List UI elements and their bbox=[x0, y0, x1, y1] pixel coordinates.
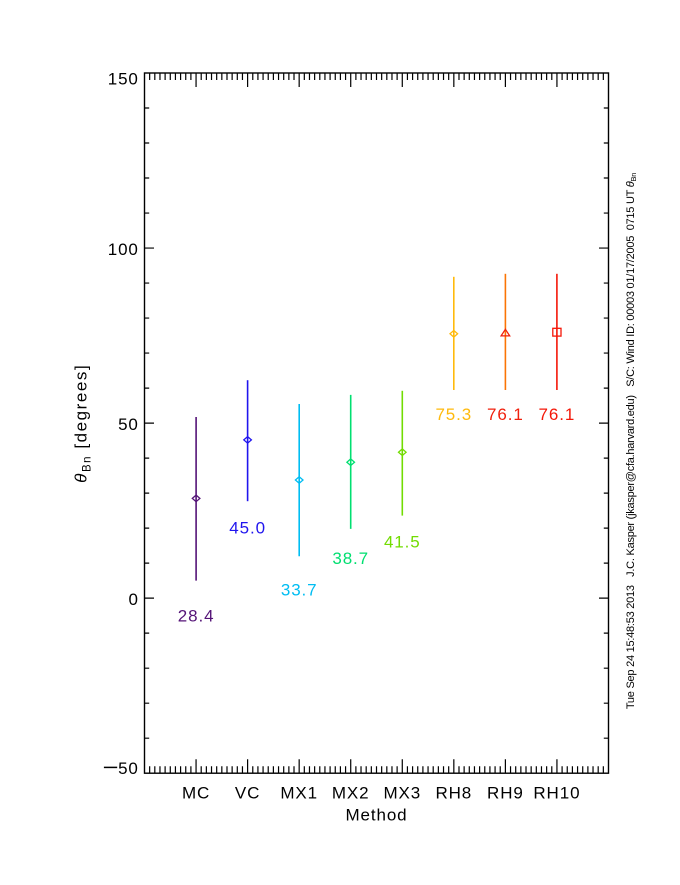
svg-text:MX2: MX2 bbox=[332, 784, 370, 803]
svg-text:45.0: 45.0 bbox=[229, 518, 266, 537]
svg-text:150: 150 bbox=[108, 69, 139, 88]
svg-text:41.5: 41.5 bbox=[384, 533, 421, 552]
svg-text:θBn [degrees]: θBn [degrees] bbox=[72, 364, 94, 483]
svg-text:76.1: 76.1 bbox=[539, 405, 576, 424]
svg-text:RH10: RH10 bbox=[533, 784, 580, 803]
svg-text:28.4: 28.4 bbox=[178, 607, 215, 626]
svg-text:38.7: 38.7 bbox=[332, 549, 369, 568]
svg-text:Method: Method bbox=[345, 806, 407, 825]
svg-text:VC: VC bbox=[235, 784, 260, 803]
svg-text:50: 50 bbox=[118, 759, 139, 778]
svg-text:Tue Sep 24 15:48:53 2013 J.C: Tue Sep 24 15:48:53 2013 J.C. Kasper (jk… bbox=[625, 173, 638, 709]
svg-text:75.3: 75.3 bbox=[435, 405, 472, 424]
svg-text:0: 0 bbox=[128, 590, 138, 609]
svg-text:RH9: RH9 bbox=[487, 784, 524, 803]
svg-text:MC: MC bbox=[182, 784, 210, 803]
svg-text:MX1: MX1 bbox=[280, 784, 318, 803]
svg-text:50: 50 bbox=[118, 415, 139, 434]
svg-text:MX3: MX3 bbox=[383, 784, 421, 803]
svg-text:33.7: 33.7 bbox=[281, 581, 318, 600]
svg-text:76.1: 76.1 bbox=[487, 405, 524, 424]
svg-text:RH8: RH8 bbox=[435, 784, 472, 803]
svg-text:100: 100 bbox=[108, 240, 139, 259]
